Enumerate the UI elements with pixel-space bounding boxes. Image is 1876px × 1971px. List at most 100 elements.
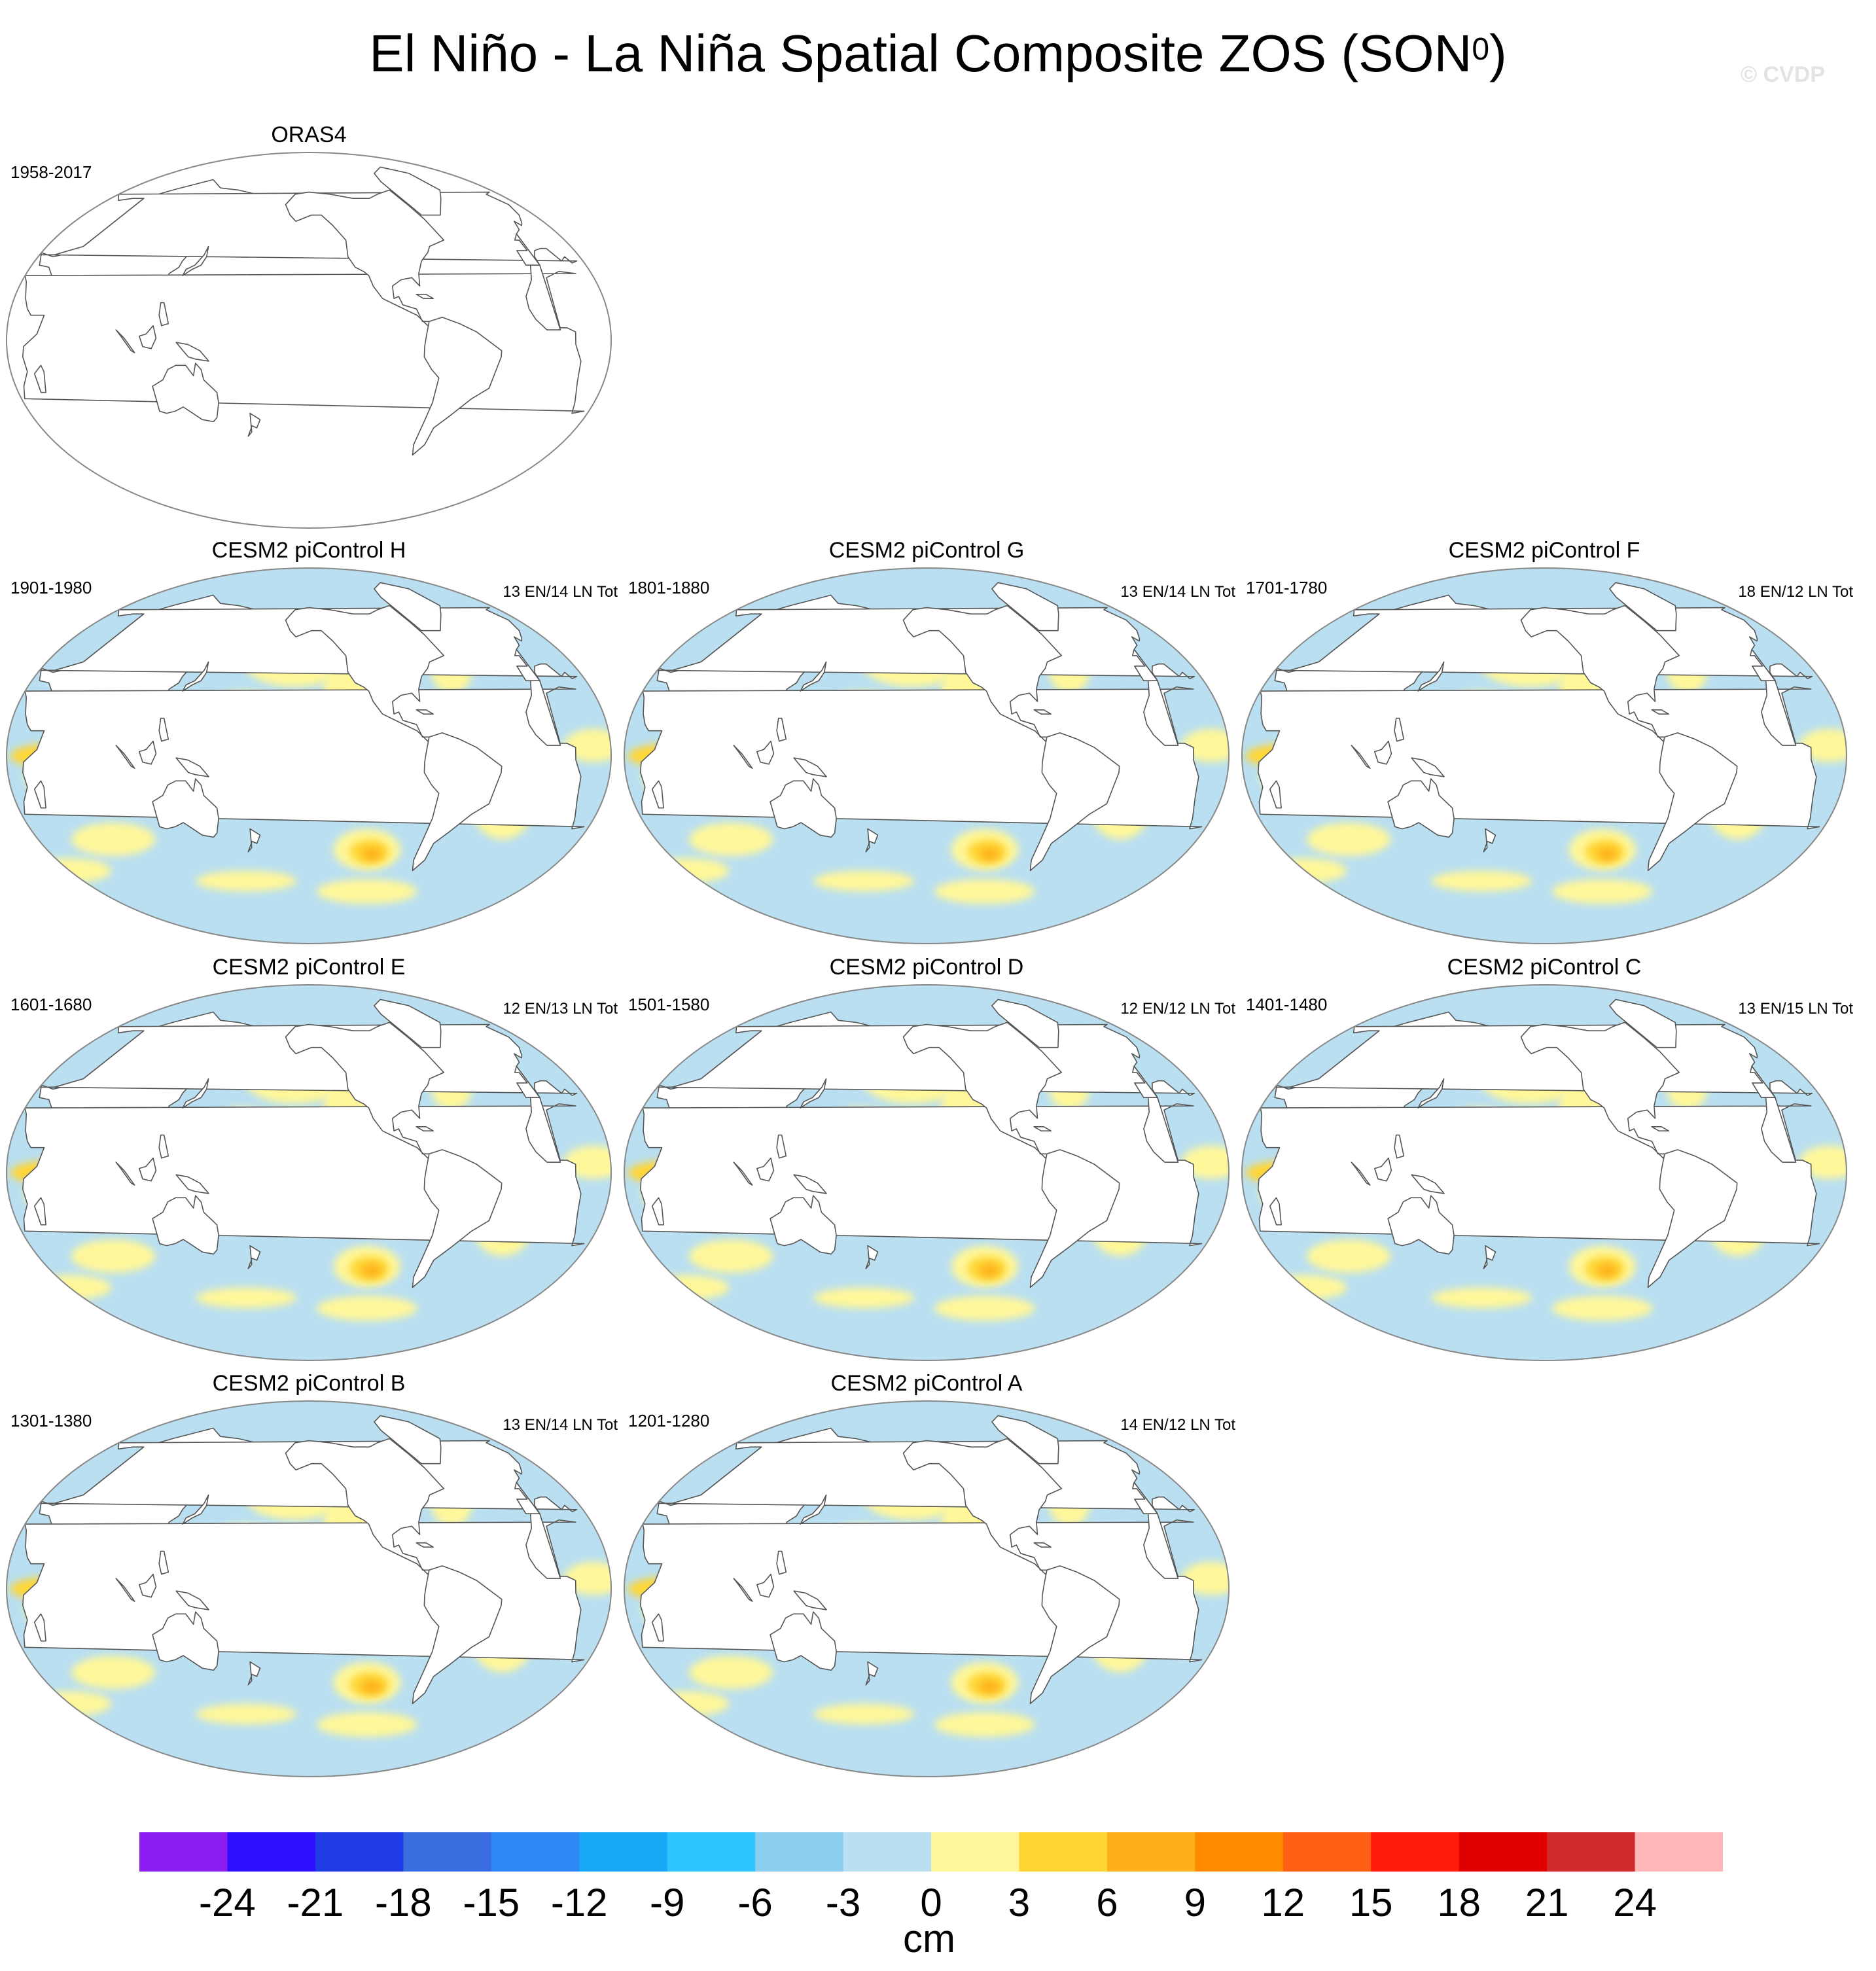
land-australia xyxy=(1387,778,1455,838)
panel-title: ORAS4 xyxy=(271,122,347,147)
land-southamerica xyxy=(412,732,503,872)
land-newguinea xyxy=(175,757,209,777)
land-northamerica xyxy=(285,189,445,327)
land-sumatra xyxy=(115,745,135,769)
land-southamerica xyxy=(1029,1565,1120,1705)
colorbar-box xyxy=(403,1832,492,1872)
land-northamerica xyxy=(1520,1021,1680,1159)
map-panel: CESM2 piControl G 1801-1880 13 EN/14 LN To… xyxy=(618,533,1235,944)
colorbar-tick-label: -9 xyxy=(650,1881,685,1925)
map-5 xyxy=(624,984,1230,1361)
watermark: © CVDP xyxy=(1741,62,1825,87)
anomaly-contour xyxy=(1597,1264,1618,1277)
colorbar-tick-label: -6 xyxy=(737,1881,773,1925)
land-australia xyxy=(770,1195,837,1255)
land-africa_east xyxy=(640,1103,1203,1247)
panel-event-count: 13 EN/14 LN Tot xyxy=(503,1416,618,1434)
panel-title: CESM2 piControl B xyxy=(212,1371,406,1396)
anomaly-contour xyxy=(71,823,156,857)
land-africa_east xyxy=(640,1519,1203,1663)
map-panel: CESM2 piControl B 1301-1380 13 EN/14 LN To… xyxy=(0,1366,618,1777)
anomaly-contour xyxy=(1306,1239,1391,1273)
anomaly-contour xyxy=(813,1703,915,1725)
colorbar-box xyxy=(1547,1832,1636,1872)
map-border xyxy=(1241,984,1847,1361)
land-newguinea xyxy=(793,757,827,777)
land-newguinea xyxy=(1411,1174,1445,1194)
colorbar-tick-label: -24 xyxy=(199,1881,256,1925)
land-madagascar xyxy=(33,364,46,393)
map-panel: CESM2 piControl A 1201-1280 14 EN/12 LN To… xyxy=(618,1366,1235,1777)
land-australia xyxy=(152,363,219,423)
land-southamerica xyxy=(412,1149,503,1288)
land-greenland xyxy=(374,582,442,631)
land-cuba xyxy=(1033,1126,1052,1131)
land-madagascar xyxy=(33,780,46,809)
colorbar-tick-label: -18 xyxy=(374,1881,432,1925)
land-japan xyxy=(182,1078,209,1109)
anomaly-contour xyxy=(688,823,773,857)
land-madagascar xyxy=(651,1613,664,1642)
colorbar-box xyxy=(1635,1832,1723,1872)
land-greenland xyxy=(1609,999,1677,1048)
anomaly-contour xyxy=(688,1239,773,1273)
land-northamerica xyxy=(285,1021,445,1159)
land-greenland xyxy=(991,582,1059,631)
panel-event-count: 14 EN/12 LN Tot xyxy=(1120,1416,1235,1434)
anomaly-contour xyxy=(1597,847,1618,861)
panel-event-count: 13 EN/14 LN Tot xyxy=(503,583,618,601)
land-greenland xyxy=(1609,582,1677,631)
colorbar-box xyxy=(1195,1832,1284,1872)
land-japan xyxy=(800,1494,827,1525)
anomaly-contour xyxy=(1431,1287,1532,1309)
panel-years: 1801-1880 xyxy=(628,578,710,597)
anomaly-contour xyxy=(316,1296,417,1321)
land-southamerica xyxy=(1647,1149,1738,1288)
panel-event-count: 13 EN/14 LN Tot xyxy=(1120,583,1235,601)
colorbar-tick-label: -21 xyxy=(287,1881,344,1925)
land-europe xyxy=(656,1023,1195,1098)
colorbar-box xyxy=(579,1832,668,1872)
land-philippines xyxy=(776,1134,787,1159)
land-greenland xyxy=(374,1415,442,1465)
land-australia xyxy=(1387,1195,1455,1255)
map-border xyxy=(6,984,612,1361)
anomaly-contour xyxy=(361,1680,382,1694)
land-europe_w xyxy=(1132,1482,1158,1514)
panel-years: 1501-1580 xyxy=(628,995,710,1014)
land-africa_east xyxy=(1258,686,1820,830)
continents xyxy=(22,1415,585,1705)
land-borneo xyxy=(756,1573,775,1598)
colorbar-box xyxy=(1283,1832,1372,1872)
land-borneo xyxy=(139,325,157,349)
colorbar-units: cm xyxy=(903,1917,955,1961)
land-cuba xyxy=(416,1126,434,1131)
anomaly-contour xyxy=(361,847,382,861)
land-greenland xyxy=(374,166,442,216)
land-madagascar xyxy=(33,1197,46,1226)
colorbar-tick-label: -3 xyxy=(825,1881,861,1925)
land-africa_east xyxy=(22,1103,585,1247)
continents xyxy=(640,582,1203,872)
land-borneo xyxy=(756,1157,775,1182)
land-sumatra xyxy=(733,1162,753,1186)
land-japan xyxy=(800,661,827,692)
colorbar-box xyxy=(931,1832,1020,1872)
land-madagascar xyxy=(651,1197,664,1226)
land-borneo xyxy=(1374,740,1392,765)
land-cuba xyxy=(1033,1542,1052,1548)
land-newguinea xyxy=(793,1174,827,1194)
land-borneo xyxy=(1374,1157,1392,1182)
land-sumatra xyxy=(733,745,753,769)
map-panel: ORAS4 1958-2017 xyxy=(0,118,618,529)
map-panel: CESM2 piControl E 1601-1680 12 EN/13 LN To… xyxy=(0,950,618,1361)
land-cuba xyxy=(1651,709,1669,715)
land-southamerica xyxy=(1647,732,1738,872)
land-nz xyxy=(865,1661,879,1686)
anomaly-contour xyxy=(1551,879,1653,904)
anomaly-contour xyxy=(316,1712,417,1737)
anomaly-contour xyxy=(979,1264,1000,1277)
colorbar-tick-label: 9 xyxy=(1184,1881,1206,1925)
colorbar-box xyxy=(667,1832,756,1872)
land-madagascar xyxy=(651,780,664,809)
